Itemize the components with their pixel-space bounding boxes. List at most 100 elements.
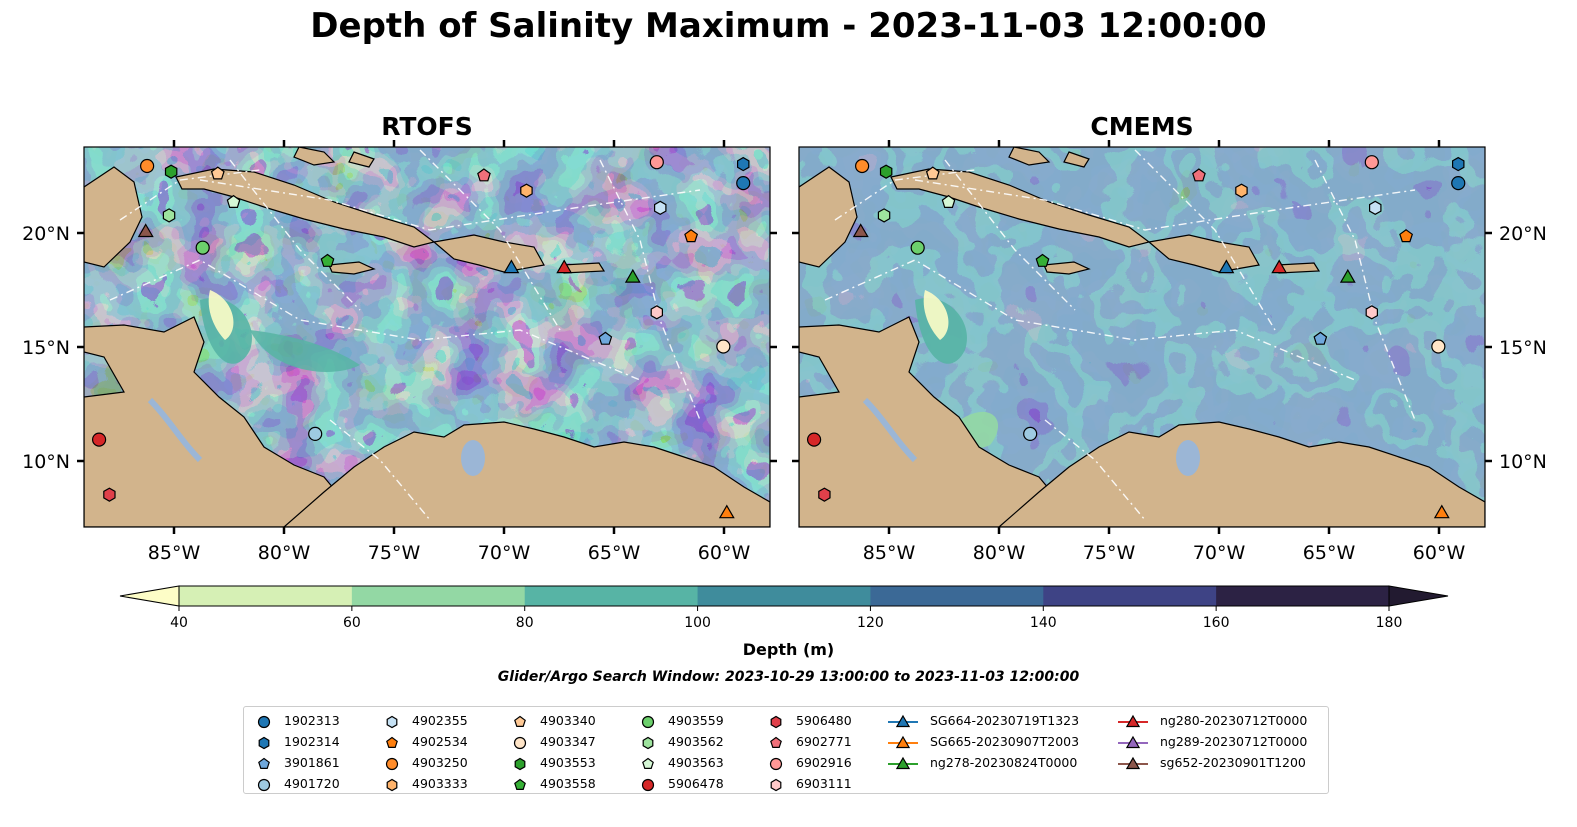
legend-label: 4901720 bbox=[284, 776, 340, 791]
float-marker-4903558 bbox=[1035, 253, 1050, 267]
colorbar-bin bbox=[697, 586, 871, 606]
lon-tick-label: 65°W bbox=[1303, 542, 1356, 564]
legend-entry: SG665-20230907T2003 bbox=[886, 734, 1079, 751]
legend-entry: 4903347 bbox=[510, 734, 596, 751]
legend-marker bbox=[386, 715, 398, 728]
legend-marker bbox=[888, 714, 918, 727]
float-marker-ng278-20230824T0000 bbox=[624, 268, 641, 283]
float-marker-5906478 bbox=[806, 432, 822, 447]
float-marker-ng278-20230824T0000 bbox=[1339, 268, 1356, 283]
legend-marker bbox=[385, 757, 399, 770]
colorbar-extend-low bbox=[119, 585, 180, 607]
legend-entry: 3901861 bbox=[254, 755, 340, 772]
lat-tick-label: 20°N bbox=[1499, 223, 1547, 245]
legend-entry: 4903563 bbox=[638, 755, 724, 772]
legend-entry: sg652-20230901T1200 bbox=[1116, 755, 1306, 772]
float-marker-SG664-20230719T1323 bbox=[1218, 259, 1235, 274]
figure-title: Depth of Salinity Maximum - 2023-11-03 1… bbox=[310, 6, 1267, 46]
legend-entry: 4903250 bbox=[382, 755, 468, 772]
float-marker-4901720 bbox=[1023, 426, 1038, 441]
legend-marker bbox=[386, 736, 398, 748]
legend-marker bbox=[514, 757, 526, 770]
legend-marker bbox=[642, 736, 654, 749]
legend-entry: 4903553 bbox=[510, 755, 596, 772]
float-marker-4903250 bbox=[140, 158, 155, 174]
legend-label: 6902771 bbox=[796, 734, 852, 749]
colorbar-tick-label: 140 bbox=[1030, 615, 1057, 631]
legend-marker bbox=[888, 735, 918, 748]
legend-entry: 4903340 bbox=[510, 713, 596, 730]
float-marker-4901720 bbox=[308, 426, 323, 441]
lon-tick-label: 75°W bbox=[368, 542, 421, 564]
float-marker-4903347 bbox=[716, 339, 731, 354]
float-marker-6903111 bbox=[650, 305, 664, 320]
float-marker-1902314 bbox=[1451, 156, 1465, 172]
lon-tick-label: 80°W bbox=[973, 542, 1026, 564]
float-marker-4903562 bbox=[162, 208, 176, 223]
legend-marker bbox=[1118, 735, 1148, 748]
legend-marker bbox=[770, 736, 782, 748]
legend-marker bbox=[1118, 756, 1148, 769]
float-marker-4902534 bbox=[1399, 229, 1414, 243]
legend-label: 4902534 bbox=[412, 734, 468, 749]
colorbar-label: Depth (m) bbox=[742, 640, 835, 659]
rtofs-map bbox=[84, 147, 770, 527]
float-marker-4903340 bbox=[210, 166, 225, 180]
legend-label: 4903340 bbox=[540, 713, 596, 728]
colorbar-tick-label: 120 bbox=[857, 615, 884, 631]
legend-label: SG665-20230907T2003 bbox=[930, 734, 1080, 749]
lat-tick-label: 20°N bbox=[22, 223, 70, 245]
legend-label: sg652-20230901T1200 bbox=[1160, 755, 1306, 770]
legend-label: 4903250 bbox=[412, 755, 468, 770]
float-marker-3901861 bbox=[1313, 331, 1328, 345]
legend-label: 4902355 bbox=[412, 713, 468, 728]
legend-marker bbox=[769, 757, 783, 770]
legend-entry: ng280-20230712T0000 bbox=[1116, 713, 1307, 730]
legend-entry: 4903558 bbox=[510, 776, 596, 793]
legend-label: 4903333 bbox=[412, 776, 468, 791]
legend-entry: 4902355 bbox=[382, 713, 468, 730]
markers-rtofs bbox=[91, 155, 751, 519]
float-marker-6902916 bbox=[1364, 155, 1379, 170]
legend-entry: 4901720 bbox=[254, 776, 340, 793]
colorbar: 40 60 80 100 120 140 160 180 bbox=[119, 585, 1449, 631]
legend-label: ng289-20230712T0000 bbox=[1160, 734, 1308, 749]
legend-label: 4903559 bbox=[668, 713, 724, 728]
float-marker-1902314 bbox=[736, 156, 750, 172]
float-marker-4902355 bbox=[1368, 200, 1382, 215]
colorbar-tick-label: 40 bbox=[170, 615, 188, 631]
legend-entry: 1902313 bbox=[254, 713, 340, 730]
float-marker-SG664-20230719T1323 bbox=[503, 259, 520, 274]
float-marker-sg652-20230901T1200 bbox=[137, 223, 154, 238]
float-marker-1902313 bbox=[736, 176, 751, 191]
legend-marker bbox=[1118, 714, 1148, 727]
float-marker-SG665-20230907T2003 bbox=[1433, 504, 1450, 519]
lon-tick-label: 65°W bbox=[588, 542, 641, 564]
legend-marker bbox=[642, 757, 654, 769]
colorbar-bin bbox=[1043, 586, 1217, 606]
float-marker-4903250 bbox=[855, 158, 870, 174]
colorbar-bin bbox=[179, 586, 353, 606]
colorbar-tick-label: 80 bbox=[516, 615, 534, 631]
lon-tick-label: 80°W bbox=[258, 542, 311, 564]
lon-tick-label: 85°W bbox=[863, 542, 916, 564]
float-marker-sg652-20230901T1200 bbox=[852, 223, 869, 238]
legend: 1902313 1902314 3901861 4901720 4902355 49025… bbox=[243, 706, 1329, 794]
legend-marker bbox=[386, 778, 398, 791]
float-marker-6902771 bbox=[1192, 168, 1206, 182]
float-marker-5906480 bbox=[818, 487, 831, 502]
lat-tick-label: 10°N bbox=[22, 451, 70, 473]
legend-entry: 6902771 bbox=[766, 734, 852, 751]
lat-tick-label: 10°N bbox=[1499, 451, 1547, 473]
legend-label: 6902916 bbox=[796, 755, 852, 770]
legend-marker bbox=[888, 756, 918, 769]
legend-entry: 4903333 bbox=[382, 776, 468, 793]
legend-label: 4903562 bbox=[668, 734, 724, 749]
legend-label: SG664-20230719T1323 bbox=[930, 713, 1080, 728]
legend-entry: 4903559 bbox=[638, 713, 724, 730]
legend-marker bbox=[258, 736, 270, 749]
float-marker-4903333 bbox=[1235, 183, 1248, 198]
lon-tick-label: 70°W bbox=[1193, 542, 1246, 564]
float-marker-3901861 bbox=[598, 331, 613, 345]
